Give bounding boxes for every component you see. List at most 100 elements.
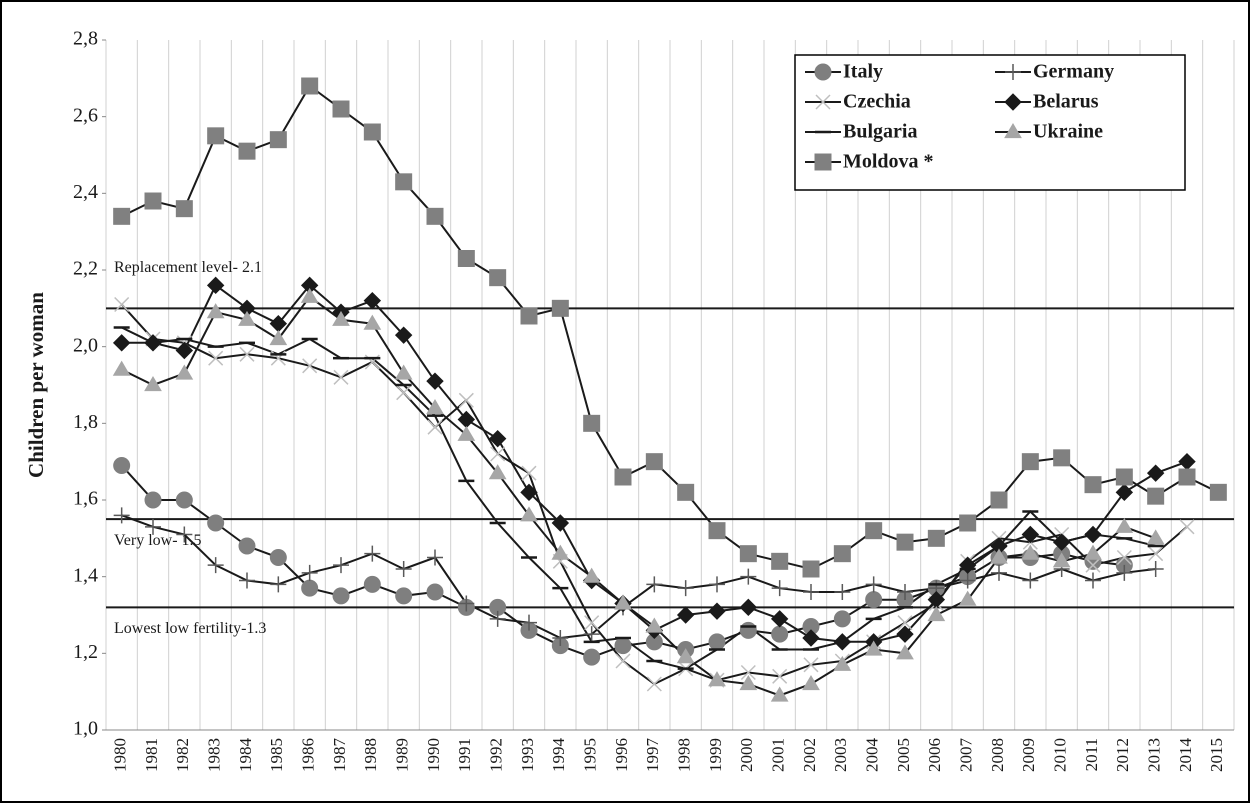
x-tick-label: 1999 — [706, 738, 725, 772]
data-point — [1021, 525, 1040, 544]
legend-marker — [1004, 93, 1022, 111]
data-point — [269, 549, 287, 566]
legend-label: Czechia — [843, 91, 911, 113]
data-point — [489, 269, 507, 287]
x-tick-label: 2009 — [1019, 738, 1038, 772]
series-line — [121, 514, 1156, 640]
data-point — [175, 491, 193, 509]
x-tick-label: 2012 — [1113, 738, 1132, 772]
data-point — [520, 506, 538, 522]
data-point — [770, 686, 789, 702]
data-point — [896, 644, 914, 660]
data-point — [990, 491, 1008, 509]
data-point — [551, 544, 570, 560]
data-point — [112, 334, 131, 352]
data-point — [708, 633, 726, 651]
data-point — [176, 526, 193, 543]
data-point — [520, 483, 538, 502]
data-point — [1147, 561, 1164, 577]
data-point — [144, 192, 162, 210]
legend-marker — [1004, 123, 1022, 139]
y-tick-label: 2,4 — [73, 181, 98, 203]
data-point — [802, 675, 820, 691]
x-tick-label: 2008 — [988, 738, 1007, 772]
data-point — [112, 360, 131, 376]
data-point — [584, 615, 600, 631]
data-point — [300, 287, 319, 303]
legend — [794, 54, 1186, 191]
data-point — [1053, 449, 1071, 467]
x-tick-label: 2013 — [1145, 738, 1164, 772]
data-point — [395, 173, 413, 191]
data-point — [426, 399, 444, 415]
data-point — [833, 610, 851, 628]
data-point — [457, 425, 476, 441]
data-point — [959, 514, 977, 532]
x-tick-label: 1981 — [142, 738, 161, 772]
data-point — [395, 587, 413, 605]
x-tick-label: 1996 — [612, 738, 631, 772]
data-point — [1116, 549, 1132, 566]
data-point — [333, 557, 349, 574]
data-point — [1148, 546, 1164, 562]
x-tick-label: 2014 — [1176, 738, 1195, 773]
y-tick-label: 1,2 — [73, 641, 98, 663]
data-point — [927, 606, 946, 622]
series-line — [121, 326, 1156, 670]
data-point — [803, 584, 819, 600]
data-point — [583, 648, 601, 666]
data-point — [113, 207, 131, 225]
x-tick-label: 1995 — [581, 738, 600, 772]
data-point — [113, 507, 130, 524]
y-tick-label: 2,0 — [73, 334, 98, 356]
data-point — [270, 576, 287, 593]
data-point — [426, 583, 444, 601]
data-point — [458, 595, 475, 612]
data-point — [1209, 483, 1227, 501]
data-point — [802, 629, 820, 647]
data-point — [238, 537, 256, 555]
data-point — [614, 594, 632, 610]
data-point — [145, 518, 161, 535]
data-point — [739, 675, 758, 691]
data-point — [207, 127, 225, 145]
data-point — [114, 296, 130, 313]
x-tick-label: 1992 — [487, 738, 506, 772]
data-point — [771, 552, 789, 570]
x-tick-label: 1997 — [643, 738, 662, 773]
x-tick-label: 1998 — [675, 738, 694, 772]
data-point — [458, 392, 474, 408]
data-point — [269, 131, 287, 149]
data-point — [646, 576, 663, 593]
data-point — [363, 575, 381, 593]
legend-label: Germany — [1033, 61, 1114, 83]
data-point — [144, 376, 162, 392]
data-point — [771, 580, 788, 597]
x-tick-label: 1987 — [330, 738, 349, 773]
x-tick-label: 2010 — [1051, 738, 1070, 772]
x-tick-label: 1991 — [455, 738, 474, 772]
data-point — [958, 590, 977, 606]
data-point — [740, 568, 757, 585]
data-point — [488, 464, 507, 480]
data-point — [332, 310, 350, 326]
data-point — [427, 549, 443, 566]
data-point — [770, 610, 789, 628]
data-point — [364, 545, 381, 562]
y-tick-label: 2,2 — [73, 258, 98, 280]
data-point — [896, 533, 914, 551]
x-tick-label: 2004 — [863, 738, 882, 773]
x-tick-label: 1993 — [518, 738, 537, 772]
legend-label: Moldova * — [843, 151, 934, 173]
x-tick-label: 2003 — [831, 738, 850, 772]
y-tick-label: 1,0 — [73, 718, 98, 740]
data-point — [521, 465, 537, 481]
data-point — [614, 468, 632, 486]
data-point — [708, 671, 726, 687]
data-point — [144, 491, 162, 509]
data-point — [551, 514, 570, 532]
data-point — [301, 564, 318, 581]
data-point — [645, 617, 664, 633]
data-point — [865, 576, 882, 593]
